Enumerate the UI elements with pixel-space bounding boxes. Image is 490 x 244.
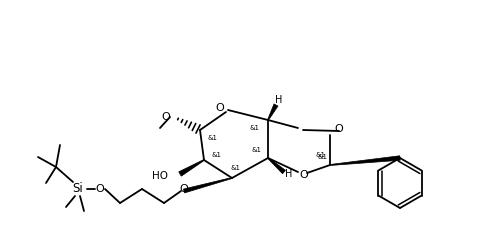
Text: &1: &1 [230,165,240,171]
Text: HO: HO [152,171,168,181]
Text: &1: &1 [211,152,221,158]
Text: &1: &1 [207,135,217,141]
Text: H: H [285,169,293,179]
Text: O: O [96,184,104,194]
Text: Si: Si [73,183,83,195]
Text: H: H [275,95,283,105]
Text: &1: &1 [249,125,259,131]
Text: O: O [299,170,308,180]
Text: O: O [216,103,224,113]
Text: &1: &1 [315,152,325,158]
Text: &1: &1 [317,154,327,160]
Text: O: O [161,112,170,122]
Polygon shape [183,178,232,193]
Text: O: O [335,124,343,134]
Polygon shape [268,104,278,120]
Polygon shape [268,158,286,174]
Text: &1: &1 [251,147,261,153]
Polygon shape [330,156,400,165]
Polygon shape [179,160,204,176]
Text: O: O [180,184,188,194]
